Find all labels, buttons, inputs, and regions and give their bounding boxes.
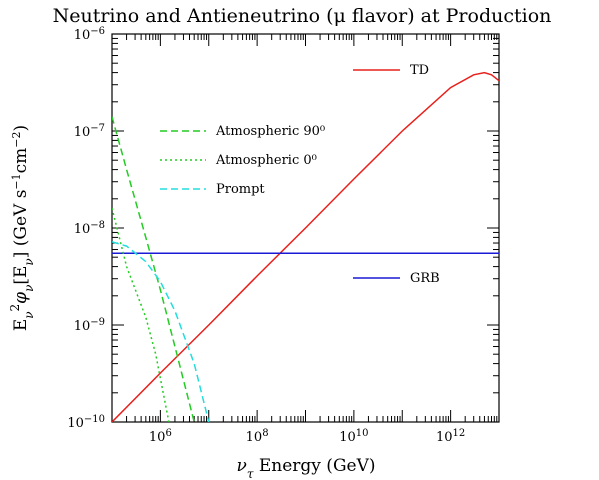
y-tick-label: 10−8 [74, 220, 105, 238]
series-line-3 [112, 208, 170, 422]
y-tick-label: 10−9 [74, 317, 105, 335]
x-tick-labels: 106 108 1010 1012 [149, 428, 465, 446]
y-tick-label: 10−7 [74, 123, 105, 141]
legend: TD GRB Atmospheric 90⁰ Atmospheric 0⁰ Prompt [160, 63, 440, 286]
y-tick-label: 10−6 [74, 26, 105, 44]
x-tick-label: 1012 [436, 428, 465, 446]
legend-label-1: GRB [410, 271, 440, 286]
x-tick-label: 1010 [339, 428, 368, 446]
series-line-4 [112, 241, 210, 422]
y-axis-label: Eν2φν[Eν] (GeV s−1cm−2) [8, 125, 36, 331]
legend-label-0: TD [410, 63, 429, 78]
chart-title: Neutrino and Antieneutrino (μ flavor) at… [53, 5, 552, 27]
x-tick-label: 108 [246, 428, 269, 446]
series-lines [112, 71, 499, 422]
legend-label-2: Atmospheric 90⁰ [215, 124, 325, 139]
y-tick-label: 10−10 [67, 414, 105, 432]
y-tick-labels: 10−10 10−9 10−8 10−7 10−6 [67, 26, 105, 432]
x-tick-label: 106 [149, 428, 172, 446]
series-line-2 [112, 116, 195, 422]
axis-ticks [111, 34, 499, 423]
series-line-0 [112, 71, 499, 422]
x-axis-label: ντ Energy (GeV) [236, 456, 375, 480]
legend-label-3: Atmospheric 0⁰ [215, 153, 317, 168]
legend-label-4: Prompt [216, 182, 265, 197]
